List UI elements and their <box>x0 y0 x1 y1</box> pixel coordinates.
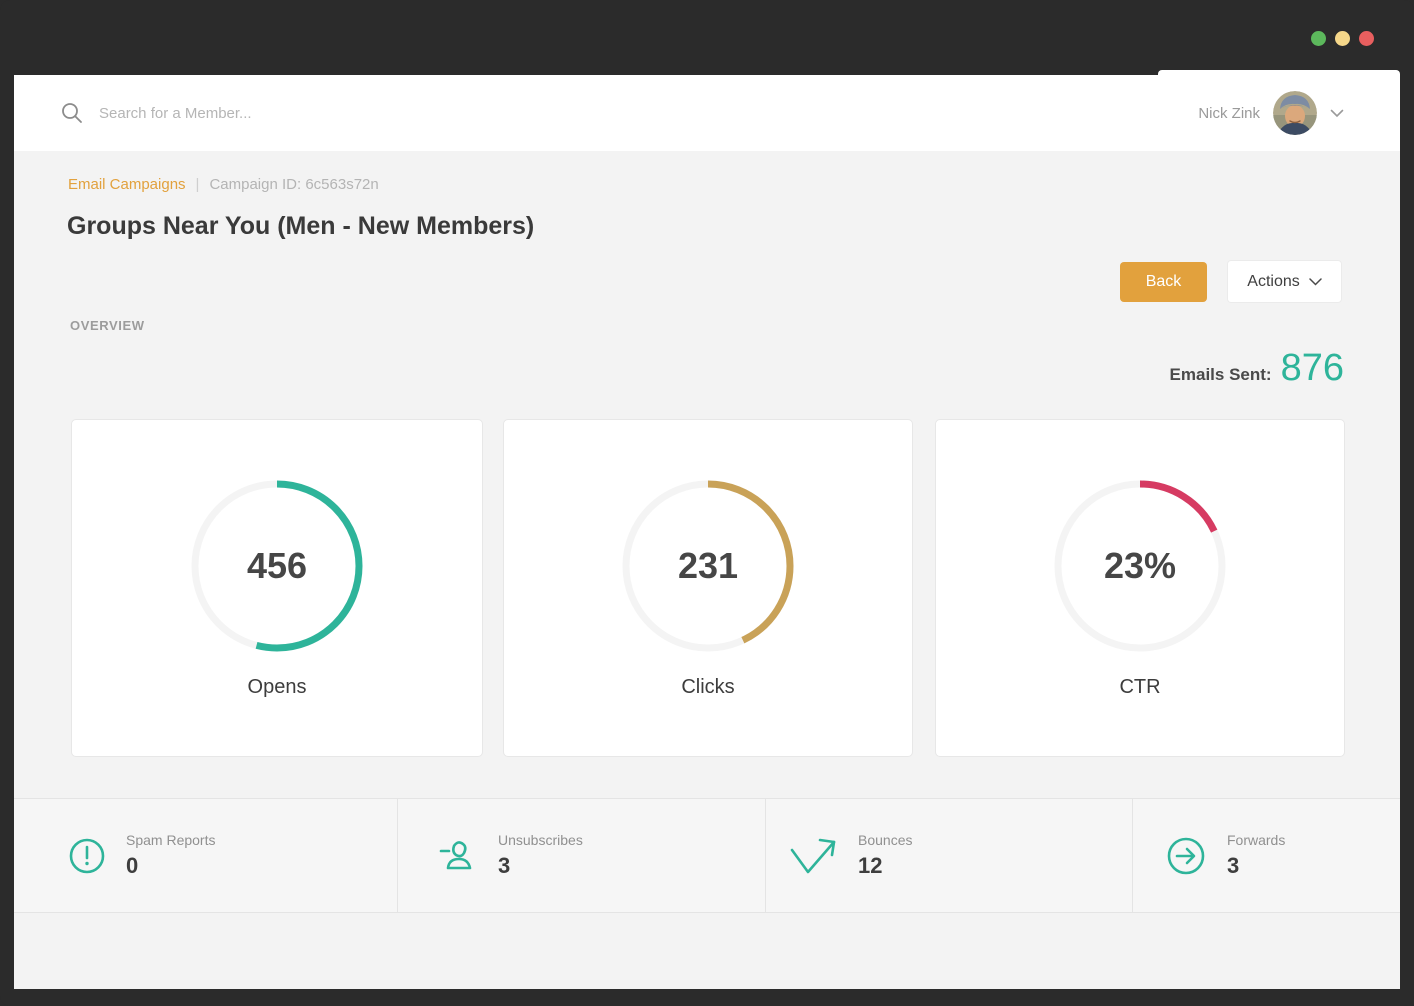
forward-circle-arrow-icon <box>1165 835 1207 877</box>
clicks-value: 231 <box>677 545 739 586</box>
actions-button-label: Actions <box>1247 272 1300 290</box>
page-content: Nick Zink <box>14 75 1400 989</box>
clicks-label: Clicks <box>681 676 735 698</box>
opens-label: Opens <box>247 676 307 698</box>
ctr-card: 23% CTR <box>935 419 1345 757</box>
breadcrumb-email-campaigns-link[interactable]: Email Campaigns <box>68 176 186 193</box>
bounces-label: Bounces <box>858 832 913 848</box>
overview-section-label: OVERVIEW <box>70 318 145 333</box>
bounces-stat: Bounces 12 <box>766 799 1133 912</box>
ctr-ring: 23% <box>1054 480 1226 652</box>
emails-sent-label: Emails Sent: <box>1169 365 1272 384</box>
user-menu[interactable]: Nick Zink <box>1198 75 1344 151</box>
window-close-button[interactable] <box>1359 31 1374 46</box>
user-minus-icon <box>436 835 478 877</box>
opens-ring: 456 <box>191 480 363 652</box>
search-icon[interactable] <box>60 101 84 125</box>
unsubscribes-stat: Unsubscribes 3 <box>398 799 766 912</box>
page-title: Groups Near You (Men - New Members) <box>67 212 535 240</box>
emails-sent-value: 876 <box>1280 347 1344 389</box>
spam-reports-stat: Spam Reports 0 <box>14 799 398 912</box>
breadcrumb-separator: | <box>195 176 200 193</box>
member-search <box>60 75 519 151</box>
bounces-value: 12 <box>858 853 883 878</box>
opens-card: 456 Opens <box>71 419 483 757</box>
user-name: Nick Zink <box>1198 104 1260 122</box>
breadcrumb-campaign-id: Campaign ID: 6c563s72n <box>209 176 379 193</box>
breadcrumb: Email Campaigns | Campaign ID: 6c563s72n <box>68 176 379 193</box>
forwards-stat: Forwards 3 <box>1133 799 1400 912</box>
emails-sent-summary: Emails Sent: 876 <box>1170 347 1344 390</box>
alert-circle-icon <box>68 837 106 875</box>
actions-button[interactable]: Actions <box>1228 261 1341 302</box>
spam-reports-value: 0 <box>126 853 139 878</box>
forwards-value: 3 <box>1227 853 1240 878</box>
unsubscribes-value: 3 <box>498 853 511 878</box>
ctr-label: CTR <box>1119 676 1161 698</box>
stats-row: Spam Reports 0 Unsubscribes 3 <box>14 798 1400 913</box>
bounce-arrow-icon <box>786 834 838 878</box>
unsubscribes-label: Unsubscribes <box>498 832 583 848</box>
user-panel-edge <box>1158 70 1400 78</box>
spam-reports-label: Spam Reports <box>126 832 216 848</box>
forwards-label: Forwards <box>1227 832 1286 848</box>
window-minimize-button[interactable] <box>1311 31 1326 46</box>
avatar[interactable] <box>1273 91 1317 135</box>
ctr-value: 23% <box>1103 545 1177 586</box>
clicks-ring: 231 <box>622 480 794 652</box>
window-maximize-button[interactable] <box>1335 31 1350 46</box>
search-input[interactable] <box>99 104 519 122</box>
clicks-card: 231 Clicks <box>503 419 913 757</box>
window-controls <box>1311 31 1374 46</box>
chevron-down-icon <box>1330 109 1344 117</box>
opens-value: 456 <box>246 545 308 586</box>
top-header: Nick Zink <box>14 75 1400 151</box>
chevron-down-icon <box>1308 277 1322 286</box>
back-button[interactable]: Back <box>1120 262 1207 302</box>
